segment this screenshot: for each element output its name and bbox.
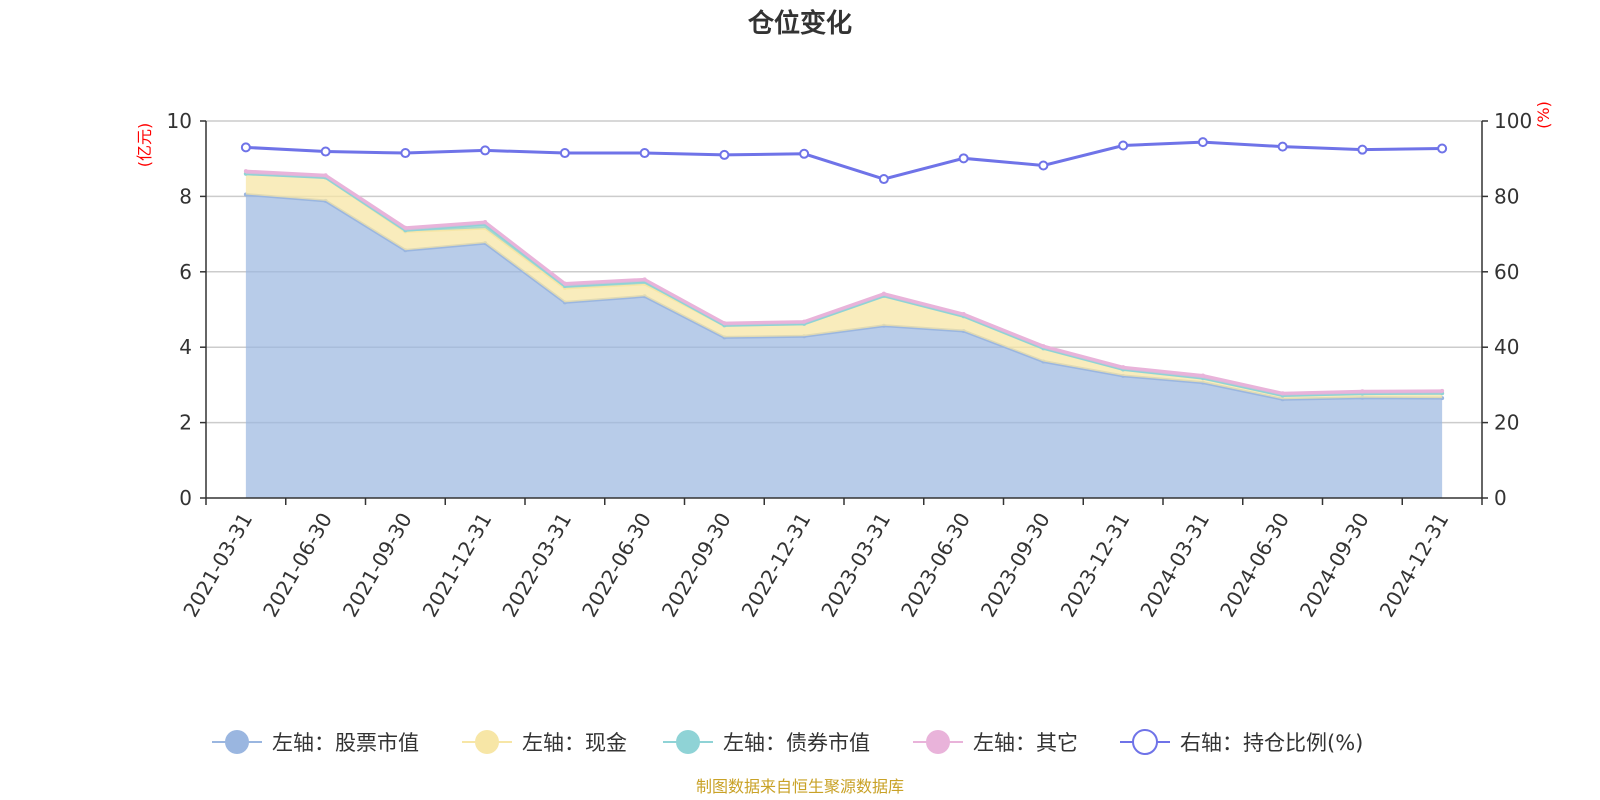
area-point [881,291,886,296]
area-point [1041,344,1046,349]
area-edge-3 [245,169,1443,395]
area-point [403,225,408,230]
x-tick-label: 2022-12-31 [737,509,816,622]
legend-item: 右轴：持仓比例(%) [1120,729,1363,755]
left-tick-label: 6 [179,260,192,284]
area-point [1280,391,1285,396]
legend-item: 左轴：股票市值 [212,730,419,755]
x-tick-label: 2022-06-30 [577,509,656,622]
area-series [243,169,1445,498]
area-point [1440,388,1445,393]
area-point [1360,389,1365,394]
area-point [1200,373,1205,378]
legend-marker [225,730,249,754]
area-point [1121,365,1126,370]
legend-label: 左轴：债券市值 [723,731,870,755]
right-tick-label: 80 [1494,184,1519,208]
left-axis-unit: (亿元) [135,123,154,168]
left-tick-label: 8 [179,184,192,208]
x-tick-label: 2023-09-30 [976,509,1055,622]
line-series [240,137,1448,185]
legend-label: 左轴：股票市值 [272,731,419,755]
legend-label: 左轴：其它 [973,731,1078,755]
right-tick-label: 0 [1494,486,1507,510]
right-tick-label: 40 [1494,335,1519,359]
ratio-point [799,148,810,159]
x-tick-label: 2023-03-31 [816,509,895,622]
legend-item: 左轴：债券市值 [663,730,870,755]
ratio-point [480,145,491,156]
ratio-point [878,174,889,185]
ratio-point [1197,137,1208,148]
x-tick-label: 2024-12-31 [1375,509,1454,622]
ratio-point [320,146,331,157]
x-tick-label: 2022-03-31 [497,509,576,622]
left-tick-label: 0 [179,486,192,510]
x-tick-label: 2024-03-31 [1135,509,1214,622]
area-point [562,281,567,286]
x-tick-label: 2024-09-30 [1295,509,1374,622]
x-tick-label: 2023-06-30 [896,509,975,622]
area-point [243,169,248,174]
x-tick-label: 2021-03-31 [178,509,257,622]
right-tick-label: 100 [1494,109,1532,133]
area-point [323,173,328,178]
left-tick-label: 10 [167,109,192,133]
legend-marker [926,730,950,754]
x-tick-label: 2024-06-30 [1215,509,1294,622]
ratio-line [245,140,1443,181]
source-note: 制图数据来自恒生聚源数据库 [696,777,904,796]
area-fill-0 [245,194,1443,498]
x-tick-label: 2021-06-30 [258,509,337,622]
legend-label: 右轴：持仓比例(%) [1180,731,1363,755]
ratio-point [958,153,969,164]
right-tick-label: 20 [1494,411,1519,435]
ratio-point [1277,141,1288,152]
right-axis-unit: (%) [1534,101,1553,129]
ratio-point [1357,144,1368,155]
x-tick-label: 2023-12-31 [1056,509,1135,622]
area-point [961,312,966,317]
area-point [642,277,647,282]
area-point [802,319,807,324]
x-tick-label: 2022-09-30 [657,509,736,622]
legend-marker [676,730,700,754]
right-tick-label: 60 [1494,260,1519,284]
legend-marker [475,730,499,754]
legend-label: 左轴：现金 [522,731,627,755]
ratio-point [240,142,251,153]
left-tick-label: 4 [179,335,192,359]
area-point [483,220,488,225]
ratio-point [639,148,650,159]
ratio-point [559,148,570,159]
ratio-point [1437,143,1448,154]
ratio-point [1038,160,1049,171]
ratio-point [400,148,411,159]
left-tick-label: 2 [179,411,192,435]
chart-title: 仓位变化 [747,8,852,39]
legend-item: 左轴：现金 [462,730,627,755]
ratio-point [1118,140,1129,151]
ratio-point [719,149,730,160]
legend-item: 左轴：其它 [913,730,1078,755]
area-point [722,321,727,326]
x-tick-label: 2021-12-31 [418,509,497,622]
x-tick-label: 2021-09-30 [338,509,417,622]
legend-marker [1132,729,1158,755]
legend: 左轴：股票市值 左轴：现金 左轴：债券市值 左轴：其它 右轴：持仓比例(%) [212,729,1363,755]
